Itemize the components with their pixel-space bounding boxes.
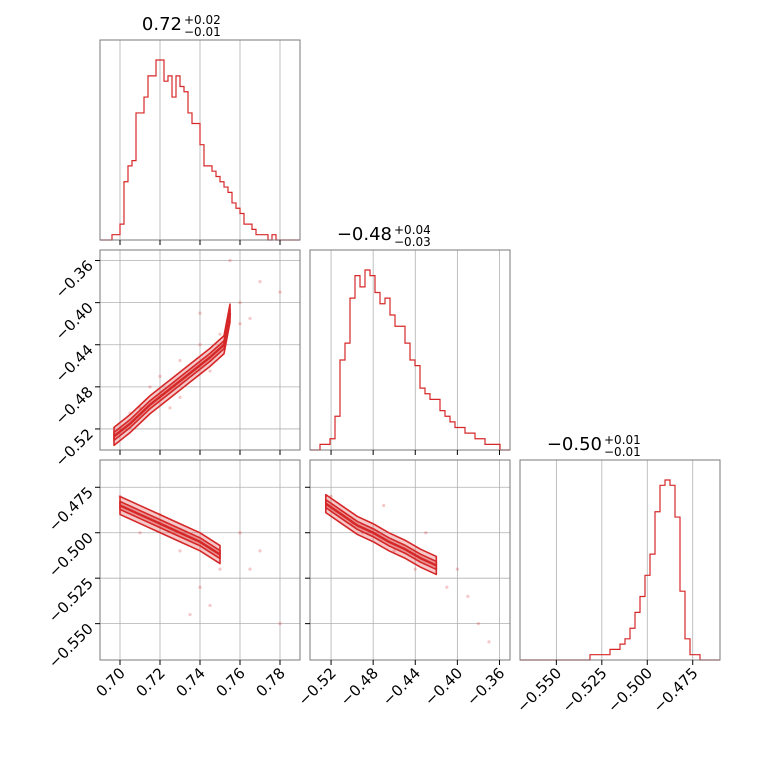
scatter-panel-2: [310, 460, 510, 660]
panel-frame: [519, 459, 721, 661]
panel-frame: [309, 459, 511, 661]
scatter-point: [445, 585, 449, 589]
scatter-point: [168, 406, 172, 410]
scatter-point: [238, 301, 242, 305]
scatter-panel-0: [100, 250, 300, 450]
x-tick-label: 0.76: [212, 664, 248, 700]
scatter-point: [178, 358, 182, 363]
histogram-step-line: [520, 479, 720, 661]
scatter-point: [188, 612, 192, 617]
contour-core: [113, 312, 232, 438]
y-tick-label: −0.52: [52, 425, 97, 470]
y-tick-label: −0.40: [52, 299, 97, 344]
scatter-point: [228, 258, 232, 263]
scatter-point: [138, 531, 142, 535]
scatter-point: [198, 343, 202, 347]
scatter-point: [278, 290, 282, 294]
scatter-point: [413, 567, 417, 571]
scatter-point: [158, 374, 162, 378]
panel-title-lower: −0.01: [184, 25, 221, 39]
contour-inner: [113, 308, 231, 442]
histogram-panel-1: −0.48 +0.04−0.03: [310, 223, 510, 451]
scatter-point: [476, 622, 481, 626]
scatter-point: [455, 567, 459, 571]
scatter-point: [218, 567, 222, 571]
panel-title-value: −0.48: [337, 224, 392, 245]
histogram-step-line: [100, 59, 300, 241]
scatter-point: [466, 594, 470, 598]
x-tick-label: 0.70: [92, 664, 128, 700]
scatter-point: [487, 640, 491, 644]
histogram-panel-0: 0.72 +0.02−0.01: [100, 13, 300, 241]
x-tick-label: −0.525: [559, 664, 611, 716]
y-tick-label: −0.48: [52, 383, 97, 428]
scatter-point: [178, 395, 182, 399]
scatter-point: [248, 316, 252, 321]
scatter-point: [208, 603, 212, 608]
x-tick-label: −0.550: [513, 664, 565, 716]
panel-title-upper: +0.02: [184, 13, 221, 27]
panel-title-value: −0.50: [547, 434, 602, 455]
y-tick-label: −0.475: [45, 483, 97, 535]
scatter-point: [392, 549, 396, 553]
y-tick-label: −0.44: [52, 341, 97, 386]
panel-title-value: 0.72: [142, 14, 182, 35]
scatter-point: [198, 585, 202, 589]
panel-title-upper: +0.04: [394, 223, 431, 237]
histogram-panel-2: −0.50 +0.01−0.01: [520, 433, 720, 661]
x-tick-label: 0.74: [172, 664, 208, 700]
scatter-point: [238, 531, 242, 535]
x-tick-label: −0.40: [421, 664, 466, 709]
y-tick-label: −0.525: [45, 574, 97, 626]
scatter-point: [208, 369, 212, 373]
x-tick-label: −0.500: [604, 664, 656, 716]
scatter-point: [178, 549, 182, 553]
scatter-point: [278, 622, 282, 626]
contour-core: [119, 504, 221, 556]
scatter-point: [258, 549, 262, 553]
histogram-step-line: [310, 269, 510, 451]
x-tick-label: −0.44: [379, 664, 424, 709]
scatter-point: [248, 567, 252, 571]
scatter-point: [148, 385, 152, 389]
scatter-panel-1: [100, 460, 300, 660]
y-tick-label: −0.550: [45, 620, 97, 672]
y-tick-label: −0.36: [52, 257, 97, 302]
panel-title-lower: −0.03: [394, 235, 431, 249]
scatter-point: [218, 332, 222, 336]
x-tick-label: 0.78: [252, 664, 288, 700]
scatter-point: [238, 322, 242, 326]
panel-frame: [309, 249, 511, 451]
scatter-point: [198, 311, 202, 315]
x-tick-label: −0.475: [650, 664, 702, 716]
panel-title-upper: +0.01: [604, 433, 641, 447]
x-tick-label: −0.36: [463, 664, 508, 709]
x-tick-label: 0.72: [132, 664, 168, 700]
y-tick-label: −0.500: [45, 529, 97, 581]
x-tick-label: −0.52: [295, 664, 340, 709]
scatter-point: [258, 279, 262, 284]
scatter-point: [382, 503, 386, 508]
panel-title-lower: −0.01: [604, 445, 641, 459]
scatter-point: [424, 531, 428, 535]
x-tick-label: −0.48: [337, 664, 382, 709]
contour-core: [325, 502, 437, 567]
